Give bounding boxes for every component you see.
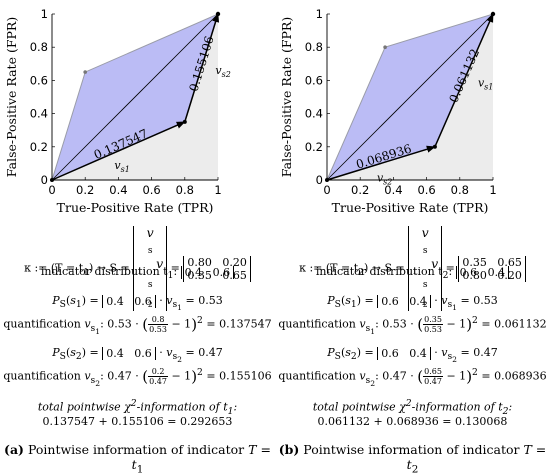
y-tick-label: 0.2 <box>30 140 48 154</box>
y-tick-label: 0 <box>316 173 323 187</box>
vector-v_s2 <box>326 145 436 181</box>
x-axis-label: True-Positive Rate (TPR) <box>332 200 489 215</box>
quantification2-b: quantification vs2: 0.47 · (0.65 0.47 − 1… <box>278 367 547 388</box>
ps1-a: PS(s1) = 0.4 0.6 · vs1 = 0.53 <box>52 294 223 313</box>
ps2-b: PS(s2) = 0.6 0.4 · vs2 = 0.47 <box>327 346 498 365</box>
total-sum-a: 0.137547 + 0.155106 = 0.292653 <box>42 415 233 428</box>
caption-a: (a) Pointwise information of indicator T… <box>4 442 271 476</box>
point-vs2 <box>83 70 87 74</box>
x-tick-label: 0.6 <box>417 183 435 197</box>
quantification1-b: quantification vs1: 0.53 · (0.35 0.53 − 1… <box>278 315 547 336</box>
y-axis-label: False-Positive Rate (FPR) <box>4 17 19 177</box>
x-tick-label: 0.2 <box>76 183 94 197</box>
x-tick-label: 0.8 <box>451 183 469 197</box>
y-tick-label: 1 <box>316 7 323 21</box>
kappa-matrix-a: 0.80 0.20 0.35 0.65 <box>183 255 251 282</box>
quantification1-a: quantification vs1: 0.53 · (0.8 0.53 − 1)… <box>3 315 272 336</box>
x-tick-label: 1 <box>214 183 221 197</box>
y-tick-label: 0.8 <box>30 40 48 54</box>
y-tick-label: 0.6 <box>305 73 323 87</box>
panel-b: 0.068936 vs2 0.061132 vs1 0 0.2 0.4 0.6 0.8 1 0 0.2… <box>275 0 550 476</box>
vector-v_s1 <box>434 13 494 148</box>
point-vs1 <box>383 45 387 49</box>
x-tick-label: 0 <box>48 183 55 197</box>
total-title-b: total pointwise χ2-information of t2: <box>312 398 513 417</box>
indicator-distribution-b: indicator distribution t2: 0.6 0.4 <box>275 265 550 281</box>
y-axis-label: False-Positive Rate (FPR) <box>279 17 294 177</box>
diagonal-line <box>326 13 494 181</box>
quantification2-a: quantification vs2: 0.47 · (0.2 0.47 − 1)… <box>3 367 272 388</box>
vector-v_s2 <box>184 13 220 123</box>
y-tick-label: 0.8 <box>305 40 323 54</box>
caption-b: (b) Pointwise information of indicator T… <box>278 442 547 476</box>
x-axis-label: True-Positive Rate (TPR) <box>57 200 214 215</box>
y-tick-label: 1 <box>41 7 48 21</box>
vector-name-v_s2: vs2 <box>215 64 230 79</box>
y-tick-label: 0.6 <box>30 73 48 87</box>
diagonal-line <box>51 13 219 181</box>
kappa-matrix-b: 0.35 0.65 0.80 0.20 <box>458 255 526 282</box>
y-tick-label: 0 <box>41 173 48 187</box>
ps2-a: PS(s2) = 0.4 0.6 · vs2 = 0.47 <box>52 346 223 365</box>
ps1-b: PS(s1) = 0.6 0.4 · vs1 = 0.53 <box>327 294 498 313</box>
x-tick-label: 0.4 <box>384 183 402 197</box>
x-tick-label: 0.4 <box>109 183 127 197</box>
y-tick-label: 0.4 <box>30 107 48 121</box>
x-tick-label: 0 <box>323 183 330 197</box>
total-title-a: total pointwise χ2-information of t1: <box>37 398 238 417</box>
x-tick-label: 0.8 <box>176 183 194 197</box>
x-tick-label: 0.2 <box>351 183 369 197</box>
total-sum-b: 0.061132 + 0.068936 = 0.130068 <box>317 415 508 428</box>
vector-v_s1 <box>51 121 186 181</box>
indicator-distribution-a: indicator distribution t1: 0.4 0.6 <box>0 265 275 281</box>
x-tick-label: 1 <box>489 183 496 197</box>
panel-a: 0.137547 vs1 0.155106 vs2 0 0.2 0.4 0.6 0.8 1 0 0.2… <box>0 0 275 476</box>
x-tick-label: 0.6 <box>142 183 160 197</box>
y-tick-label: 0.2 <box>305 140 323 154</box>
y-tick-label: 0.4 <box>305 107 323 121</box>
